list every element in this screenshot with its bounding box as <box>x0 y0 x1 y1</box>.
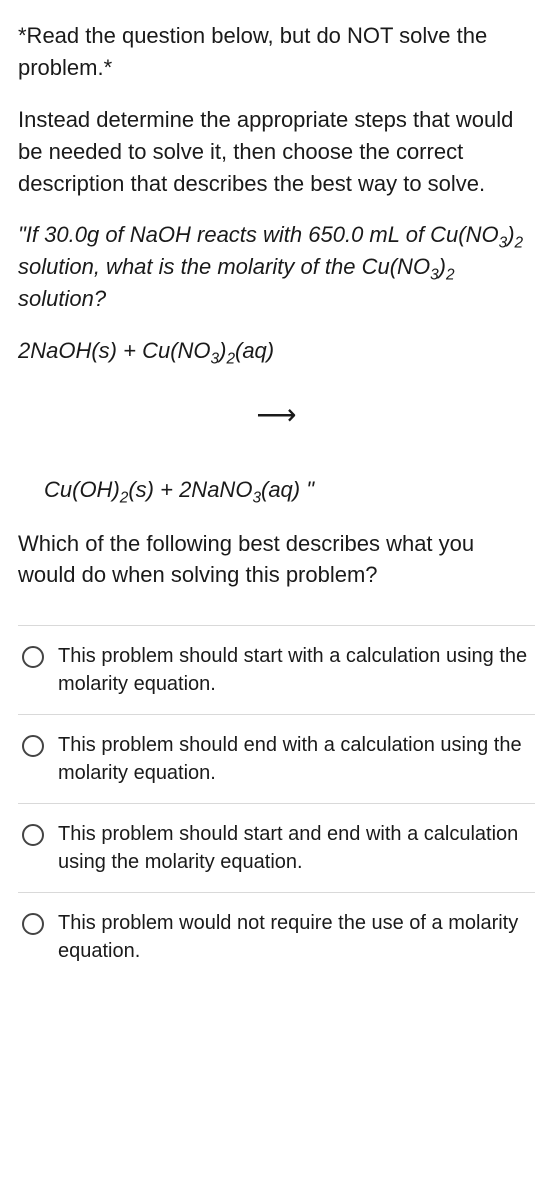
rhs-text-2: (s) + 2NaNO <box>128 477 252 502</box>
question-page: *Read the question below, but do NOT sol… <box>0 0 553 965</box>
subscript-2: 2 <box>515 235 524 252</box>
problem-text-paren2: ) <box>439 254 446 279</box>
instruction-2: Instead determine the appropriate steps … <box>18 104 535 200</box>
radio-icon <box>22 913 44 935</box>
instruction-1: *Read the question below, but do NOT sol… <box>18 20 535 84</box>
subscript-2b: 2 <box>446 267 455 284</box>
subscript-3b: 3 <box>430 267 439 284</box>
rhs-sub3: 3 <box>252 489 261 506</box>
problem-text-1: "If 30.0g of NaOH reacts with 650.0 mL o… <box>18 222 499 247</box>
radio-icon <box>22 735 44 757</box>
followup-question: Which of the following best describes wh… <box>18 528 535 592</box>
option-3[interactable]: This problem should start and end with a… <box>18 804 535 893</box>
radio-icon <box>22 824 44 846</box>
rhs-text-1: Cu(OH) <box>44 477 120 502</box>
problem-statement: "If 30.0g of NaOH reacts with 650.0 mL o… <box>18 219 535 315</box>
option-label: This problem should end with a calculati… <box>58 731 531 787</box>
reaction-rhs: Cu(OH)2(s) + 2NaNO3(aq) " <box>18 474 535 506</box>
lhs-sub3: 3 <box>211 351 220 368</box>
lhs-sub2: 2 <box>226 351 235 368</box>
subscript-3: 3 <box>499 235 508 252</box>
problem-text-3: solution? <box>18 286 106 311</box>
option-1[interactable]: This problem should start with a calcula… <box>18 626 535 715</box>
lhs-text-2: (aq) <box>235 338 274 363</box>
option-label: This problem should start with a calcula… <box>58 642 531 698</box>
rhs-text-3: (aq) " <box>261 477 314 502</box>
option-2[interactable]: This problem should end with a calculati… <box>18 715 535 804</box>
problem-text-paren1: ) <box>507 222 514 247</box>
option-label: This problem would not require the use o… <box>58 909 531 965</box>
problem-text-2: solution, what is the molarity of the Cu… <box>18 254 430 279</box>
reaction-arrow: ⟶ <box>18 395 535 436</box>
option-label: This problem should start and end with a… <box>58 820 531 876</box>
radio-icon <box>22 646 44 668</box>
lhs-text-1: 2NaOH(s) + Cu(NO <box>18 338 211 363</box>
options-list: This problem should start with a calcula… <box>18 625 535 965</box>
reaction-lhs: 2NaOH(s) + Cu(NO3)2(aq) <box>18 335 535 367</box>
option-4[interactable]: This problem would not require the use o… <box>18 893 535 965</box>
